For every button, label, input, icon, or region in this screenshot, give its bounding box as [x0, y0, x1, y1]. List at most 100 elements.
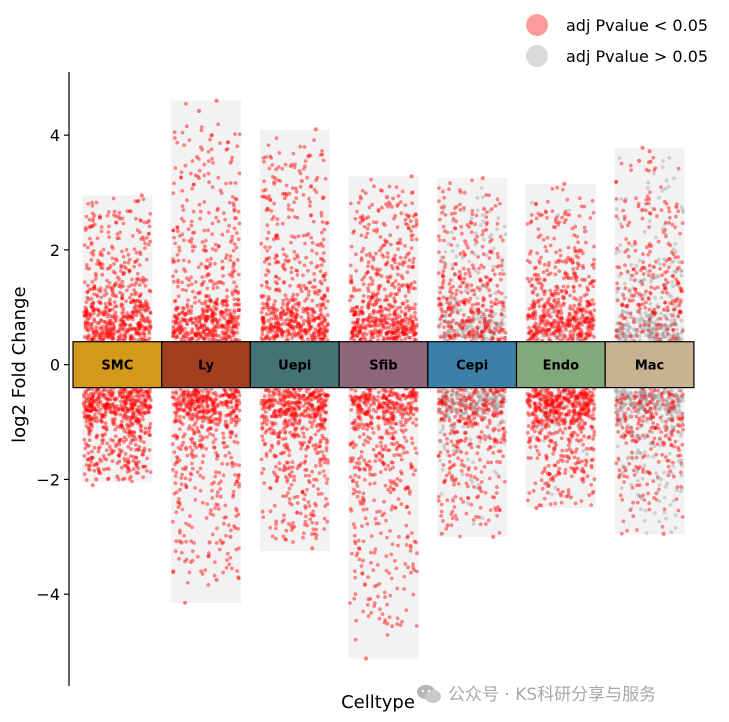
- data-point: [357, 398, 362, 402]
- data-point: [94, 434, 99, 439]
- data-point: [370, 282, 375, 286]
- data-point: [277, 467, 282, 472]
- data-point: [470, 250, 474, 255]
- data-point: [395, 477, 400, 481]
- data-point: [90, 400, 95, 405]
- data-point: [265, 223, 270, 228]
- data-point: [293, 395, 298, 400]
- data-point: [365, 603, 370, 607]
- data-point: [317, 460, 322, 465]
- data-point: [114, 314, 119, 319]
- data-point: [134, 460, 139, 465]
- data-point: [110, 293, 115, 298]
- data-point: [82, 310, 86, 314]
- data-point: [172, 136, 177, 140]
- data-point: [134, 418, 139, 422]
- data-point: [325, 477, 330, 481]
- data-point: [287, 323, 291, 327]
- data-point: [273, 176, 277, 181]
- data-point: [112, 300, 117, 304]
- data-point: [120, 324, 125, 329]
- data-point: [121, 320, 126, 324]
- data-point: [220, 232, 225, 237]
- data-point: [105, 404, 110, 409]
- data-point: [413, 397, 418, 402]
- data-point: [210, 232, 215, 237]
- data-point: [131, 412, 136, 417]
- data-point: [374, 320, 378, 324]
- data-point: [275, 217, 280, 222]
- data-point: [395, 440, 400, 445]
- data-point: [98, 286, 103, 291]
- data-point: [119, 304, 124, 309]
- data-point: [103, 405, 108, 410]
- data-point: [178, 528, 182, 533]
- data-point: [291, 326, 295, 331]
- data-point: [454, 254, 459, 259]
- data-point: [218, 410, 222, 415]
- data-point: [324, 410, 328, 415]
- data-point: [233, 473, 237, 477]
- data-point: [439, 502, 444, 507]
- data-point: [133, 260, 137, 264]
- data-point: [146, 429, 151, 434]
- data-point: [197, 202, 202, 207]
- data-point: [412, 306, 417, 311]
- data-point: [311, 484, 316, 488]
- data-point: [364, 395, 369, 400]
- data-point: [121, 309, 125, 314]
- data-point: [138, 435, 143, 440]
- data-point: [413, 310, 417, 315]
- data-point: [111, 405, 116, 410]
- data-point: [379, 246, 384, 250]
- data-point: [386, 419, 391, 423]
- data-point: [206, 554, 211, 559]
- data-point: [206, 149, 211, 154]
- data-point: [182, 432, 187, 437]
- data-point: [411, 472, 416, 477]
- data-point: [472, 485, 476, 489]
- data-point: [119, 423, 123, 428]
- data-point: [131, 298, 136, 303]
- data-point: [90, 416, 95, 421]
- data-point: [176, 399, 181, 404]
- data-point: [118, 412, 123, 417]
- data-point: [475, 196, 480, 200]
- data-point: [488, 293, 493, 298]
- data-point: [207, 180, 212, 185]
- data-point: [260, 425, 265, 430]
- data-point: [107, 467, 111, 471]
- data-point: [129, 292, 134, 297]
- data-point: [210, 496, 215, 500]
- data-point: [92, 415, 97, 420]
- data-point: [136, 338, 141, 342]
- data-point: [403, 337, 407, 341]
- data-point: [192, 443, 197, 447]
- data-point: [281, 494, 285, 499]
- data-point: [104, 467, 109, 471]
- data-point: [120, 449, 124, 453]
- data-point: [260, 407, 265, 411]
- data-point: [398, 255, 403, 260]
- data-point: [294, 302, 298, 307]
- data-point: [353, 575, 358, 580]
- data-point: [90, 396, 94, 401]
- data-point: [466, 286, 471, 291]
- data-point: [110, 420, 115, 424]
- data-point: [286, 203, 291, 208]
- data-point: [95, 419, 99, 424]
- data-point: [436, 234, 441, 239]
- data-point: [221, 473, 226, 478]
- data-point: [301, 193, 306, 197]
- data-point: [348, 201, 353, 206]
- data-point: [324, 481, 329, 485]
- data-point: [89, 401, 94, 406]
- data-point: [376, 207, 381, 212]
- data-point: [121, 306, 126, 311]
- data-point: [284, 394, 288, 398]
- data-point: [314, 533, 319, 537]
- data-point: [349, 277, 354, 282]
- data-point: [206, 228, 211, 233]
- data-point: [134, 309, 139, 314]
- data-point: [99, 326, 104, 331]
